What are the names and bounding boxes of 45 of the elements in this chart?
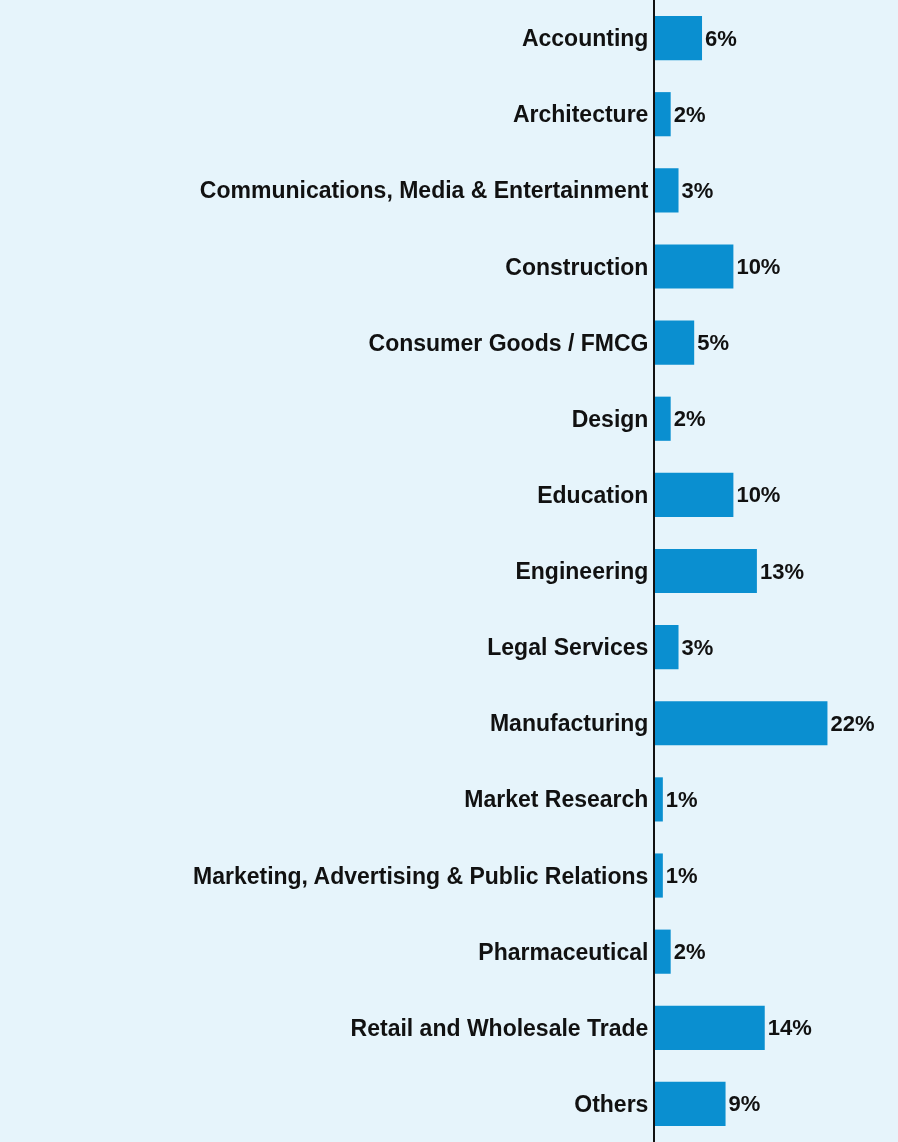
bar bbox=[655, 92, 671, 137]
bar bbox=[655, 1081, 726, 1127]
y-tick-label: Architecture bbox=[512, 101, 649, 128]
bar bbox=[655, 1005, 765, 1050]
y-tick-label: Engineering bbox=[515, 558, 649, 585]
data-label: 1% bbox=[665, 863, 698, 889]
y-tick-label: Manufacturing bbox=[489, 710, 649, 737]
data-label: 3% bbox=[681, 634, 714, 660]
y-tick-label: Pharmaceutical bbox=[478, 938, 649, 965]
data-label: 13% bbox=[759, 558, 804, 584]
data-label: 2% bbox=[673, 101, 706, 127]
bar bbox=[655, 168, 679, 213]
data-label: 5% bbox=[697, 330, 729, 356]
y-tick-label: Others bbox=[574, 1090, 649, 1117]
bar bbox=[655, 320, 695, 365]
bar bbox=[655, 472, 734, 517]
bar bbox=[655, 15, 703, 61]
y-tick-label: Consumer Goods / FMCG bbox=[368, 329, 649, 356]
y-tick-label: Communications, Media & Entertainment bbox=[199, 177, 649, 204]
data-label: 10% bbox=[736, 482, 781, 508]
y-tick-label: Market Research bbox=[464, 786, 649, 813]
data-label: 6% bbox=[705, 25, 737, 51]
data-label: 9% bbox=[728, 1091, 761, 1117]
y-tick-label: Retail and Wholesale Trade bbox=[350, 1014, 649, 1041]
data-label: 14% bbox=[767, 1015, 812, 1041]
y-tick-label: Education bbox=[537, 481, 649, 508]
data-label: 1% bbox=[665, 786, 698, 812]
bar bbox=[655, 396, 671, 441]
bar bbox=[655, 929, 671, 974]
data-label: 22% bbox=[830, 710, 875, 736]
y-tick-label: Construction bbox=[505, 253, 649, 280]
bar bbox=[655, 701, 828, 746]
data-label: 2% bbox=[673, 406, 706, 432]
data-label: 3% bbox=[681, 177, 714, 203]
bar bbox=[655, 548, 757, 594]
data-label: 2% bbox=[673, 939, 706, 965]
bar bbox=[655, 244, 734, 289]
y-tick-label: Design bbox=[571, 405, 649, 432]
data-label: 10% bbox=[736, 253, 781, 279]
y-tick-label: Legal Services bbox=[487, 634, 649, 661]
y-tick-label: Marketing, Advertising & Public Relations bbox=[192, 862, 649, 889]
bar bbox=[655, 625, 679, 670]
bar bbox=[655, 777, 663, 822]
bar bbox=[655, 853, 663, 898]
y-tick-label: Accounting bbox=[521, 25, 649, 52]
